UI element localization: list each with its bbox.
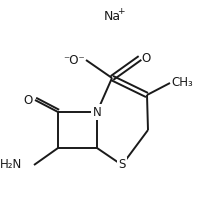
Text: O: O — [141, 51, 150, 64]
Text: Na: Na — [103, 9, 121, 22]
Text: O: O — [24, 93, 33, 106]
Text: +: + — [117, 8, 125, 17]
Text: H₂N: H₂N — [0, 159, 22, 172]
Text: ⁻O⁻: ⁻O⁻ — [63, 54, 85, 67]
Text: N: N — [93, 105, 101, 118]
Text: S: S — [118, 159, 126, 172]
Text: CH₃: CH₃ — [171, 76, 193, 89]
